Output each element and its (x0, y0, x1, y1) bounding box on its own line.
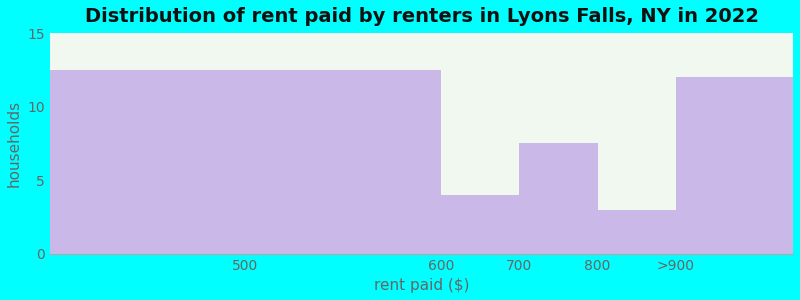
Bar (598, 209, 676, 254)
Title: Distribution of rent paid by renters in Lyons Falls, NY in 2022: Distribution of rent paid by renters in … (85, 7, 758, 26)
X-axis label: rent paid ($): rent paid ($) (374, 278, 470, 293)
Y-axis label: households: households (7, 100, 22, 187)
Bar (441, 195, 519, 254)
Bar (519, 143, 598, 254)
Bar (676, 77, 793, 254)
Bar (50, 70, 441, 254)
